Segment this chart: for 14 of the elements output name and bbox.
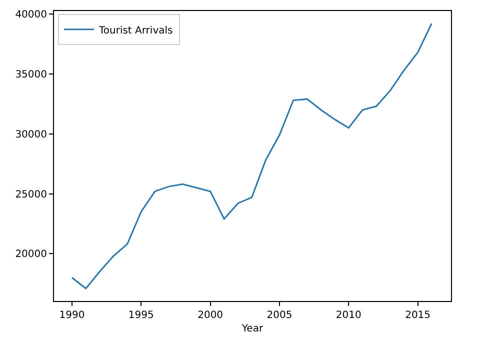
y-tick-label: 25000 <box>15 189 47 200</box>
x-axis-title: Year <box>240 324 264 334</box>
legend-label: Tourist Arrivals <box>98 25 173 36</box>
x-tick-label: 2000 <box>198 310 224 321</box>
x-tick-label: 1990 <box>59 310 85 321</box>
y-tick-label: 35000 <box>15 69 47 80</box>
x-tick-label: 1995 <box>128 310 154 321</box>
x-tick-label: 2010 <box>336 310 362 321</box>
x-tick-label: 2005 <box>266 310 292 321</box>
y-tick-label: 30000 <box>15 129 47 140</box>
y-tick-label: 40000 <box>15 10 47 20</box>
x-tick-label: 2015 <box>405 310 431 321</box>
line-series <box>71 22 432 290</box>
y-tick-label: 20000 <box>15 249 47 260</box>
